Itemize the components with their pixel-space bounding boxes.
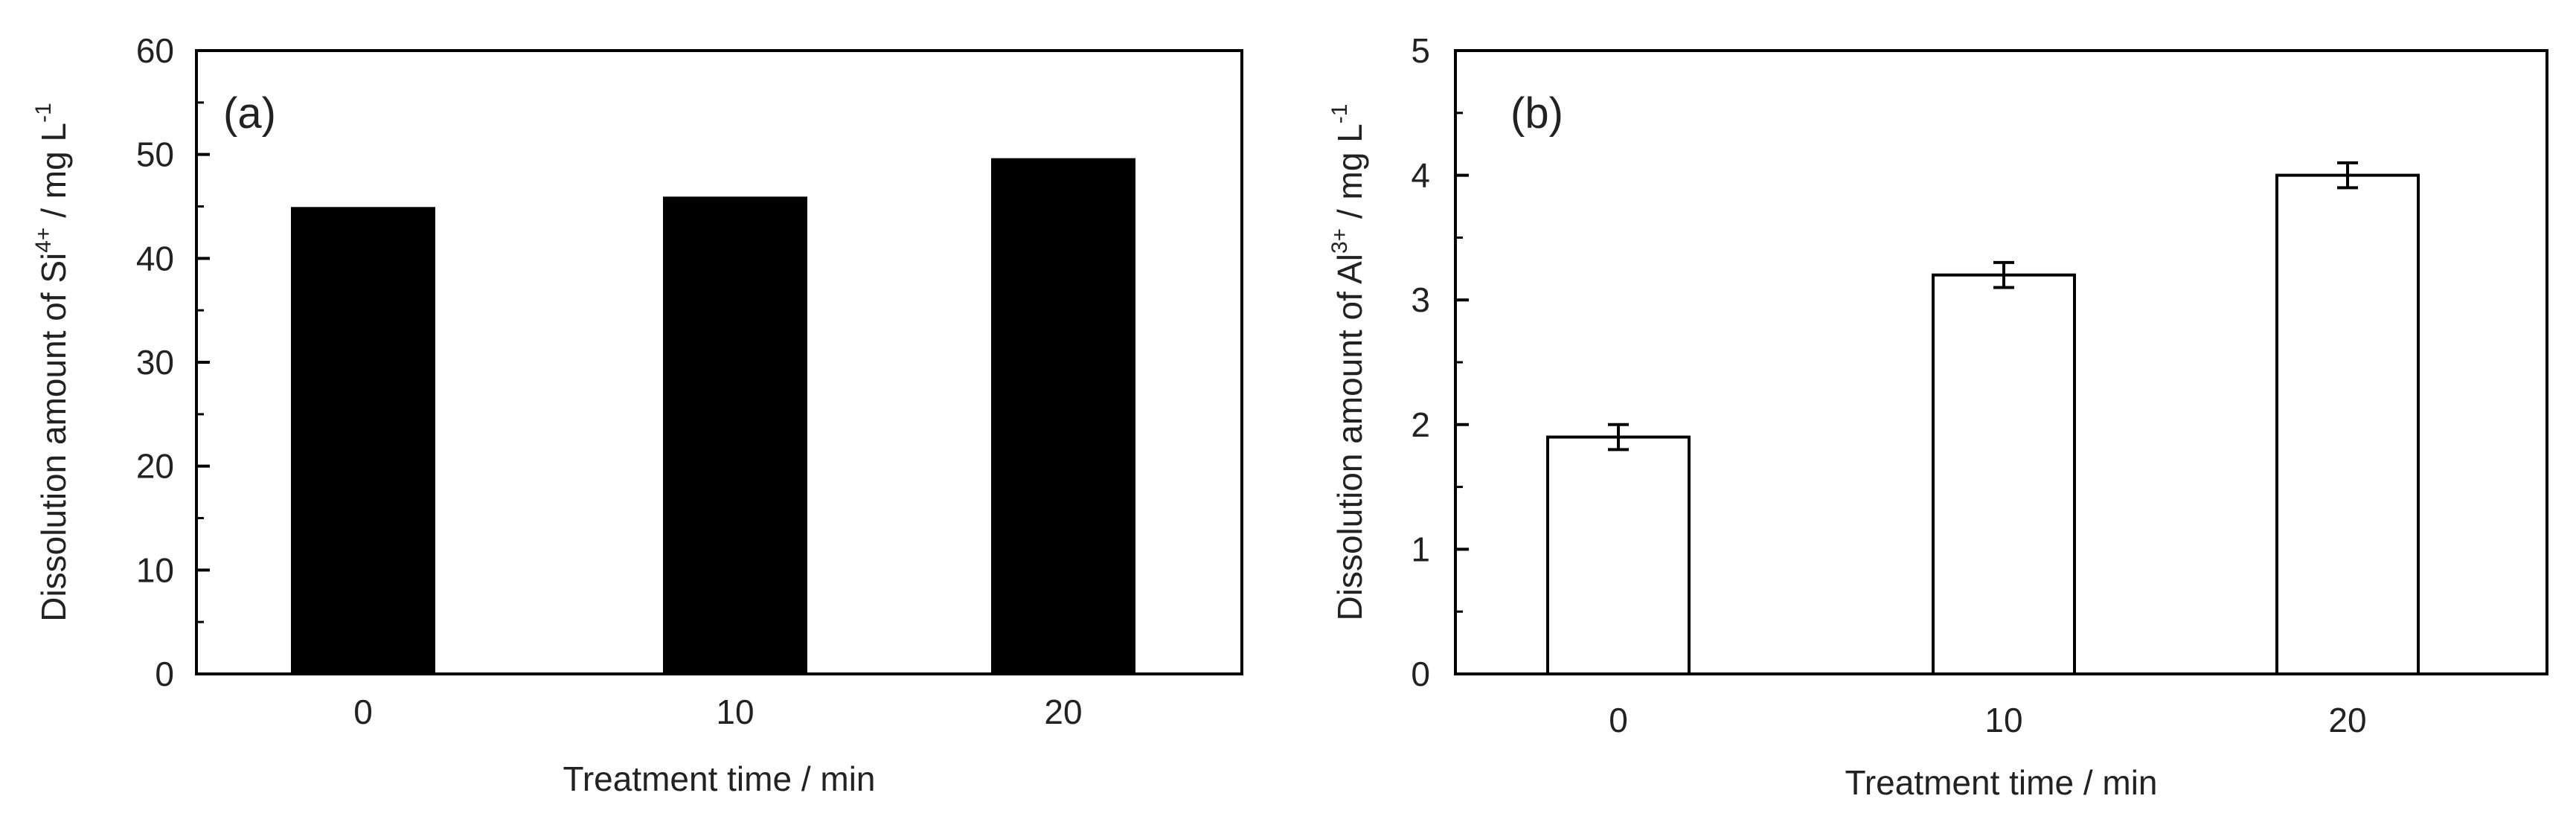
x-axis-title-b: Treatment time / min <box>1845 763 2157 802</box>
x-tick-label-a: 20 <box>1044 693 1082 731</box>
bar-a-20 <box>991 158 1135 675</box>
error-bar-b-20 <box>2337 161 2358 190</box>
chart-panel-b: (b) Treatment time / min Dissolution amo… <box>1327 31 2548 802</box>
y-tick-label-a: 60 <box>136 31 174 70</box>
bars-a <box>291 158 1135 675</box>
bar-b-0 <box>1546 435 1691 675</box>
y-axis-title-a: Dissolution amount of Si4+ / mg L-1 <box>31 103 73 622</box>
x-ticks-a: 0 10 20 <box>353 693 1082 731</box>
x-tick-label-b: 10 <box>1984 701 2022 739</box>
y-tick-label-a: 20 <box>136 447 174 486</box>
bar-b-10 <box>1932 273 2076 675</box>
y-tick-label-a: 0 <box>155 655 174 693</box>
y-tick-label-b: 0 <box>1411 655 1430 693</box>
x-tick-label-a: 10 <box>716 693 754 731</box>
chart-panel-a: (a) Treatment time / min Dissolution amo… <box>31 31 1243 798</box>
y-ticks-a: 0 10 20 30 40 50 60 <box>136 31 210 693</box>
y-tick-label-a: 30 <box>136 343 174 382</box>
x-tick-label-a: 0 <box>353 693 373 731</box>
bar-a-10 <box>663 196 807 675</box>
y-axis-title-b: Dissolution amount of Al3+ / mg L-1 <box>1327 103 1369 620</box>
y-tick-label-a: 10 <box>136 550 174 589</box>
panel-label-a: (a) <box>223 89 276 138</box>
y-tick-label-a: 50 <box>136 135 174 174</box>
x-ticks-b: 0 10 20 <box>1609 701 2366 739</box>
error-bar-b-10 <box>1993 260 2014 289</box>
bar-a-0 <box>291 207 435 675</box>
bars-b <box>1546 161 2420 676</box>
y-tick-label-a: 40 <box>136 239 174 277</box>
x-axis-title-a: Treatment time / min <box>563 759 875 798</box>
bar-b-20 <box>2275 173 2420 676</box>
y-tick-label-b: 5 <box>1411 31 1430 70</box>
panel-label-b: (b) <box>1510 89 1563 138</box>
y-tick-label-b: 3 <box>1411 280 1430 319</box>
error-bar-b-0 <box>1608 423 1629 452</box>
y-tick-label-b: 2 <box>1411 405 1430 444</box>
x-tick-label-b: 0 <box>1609 701 1628 739</box>
y-ticks-b: 0 1 2 3 4 5 <box>1411 31 1469 693</box>
x-tick-label-b: 20 <box>2328 701 2366 739</box>
y-tick-label-b: 1 <box>1411 530 1430 568</box>
y-tick-label-b: 4 <box>1411 156 1430 195</box>
